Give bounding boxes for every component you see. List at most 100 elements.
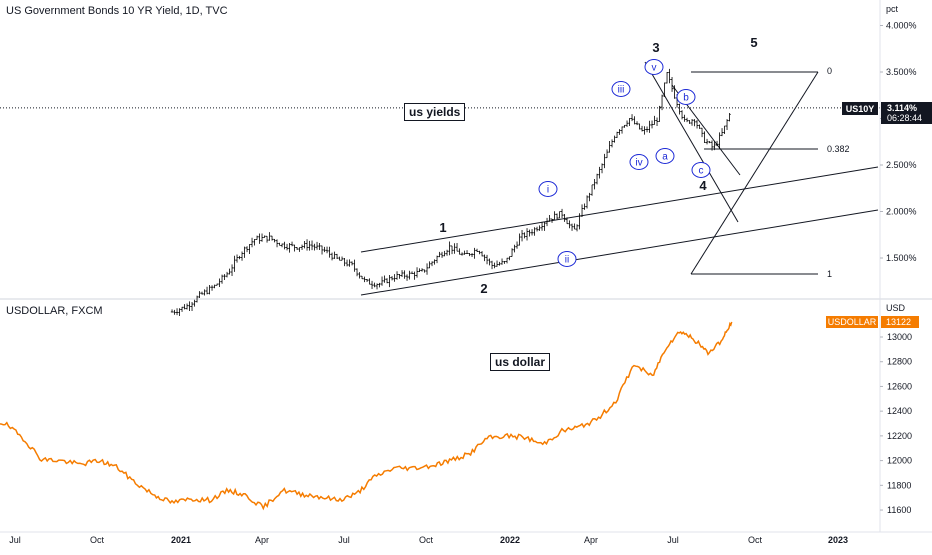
candle bbox=[475, 248, 479, 252]
time-tick-label: Oct bbox=[90, 535, 105, 545]
candle bbox=[218, 278, 221, 288]
candle bbox=[428, 261, 431, 269]
candle bbox=[708, 141, 711, 144]
annotation-us-dollar: us dollar bbox=[490, 353, 551, 371]
candle bbox=[378, 282, 381, 288]
channel-line[interactable] bbox=[644, 61, 739, 223]
candle bbox=[505, 257, 509, 264]
candle bbox=[415, 267, 419, 278]
candle bbox=[660, 94, 664, 111]
candle bbox=[688, 120, 691, 124]
candle bbox=[390, 276, 394, 281]
candle bbox=[410, 271, 414, 274]
candle bbox=[315, 241, 319, 250]
wave-label-minor-b: b bbox=[676, 89, 696, 105]
wave-label-major-4: 4 bbox=[699, 178, 707, 193]
channel-line[interactable] bbox=[360, 209, 879, 296]
candle bbox=[663, 82, 666, 97]
top-unit-label: pct bbox=[886, 4, 899, 14]
fib-level-label: 0 bbox=[827, 66, 832, 76]
candle bbox=[478, 250, 481, 255]
candle bbox=[695, 119, 699, 129]
elliott-channels bbox=[360, 61, 879, 296]
candle bbox=[498, 261, 501, 266]
fib-projection-diagonal[interactable] bbox=[690, 71, 819, 275]
candle bbox=[178, 308, 181, 317]
time-tick-label: 2023 bbox=[828, 535, 848, 545]
candle bbox=[540, 221, 544, 231]
candle bbox=[435, 255, 439, 264]
candle bbox=[328, 246, 331, 258]
bottom-pane-title: USDOLLAR, FXCM bbox=[6, 305, 103, 317]
svg-text:iv: iv bbox=[635, 158, 642, 169]
bottom-price-tick-label: 11800 bbox=[887, 480, 911, 490]
candle bbox=[468, 253, 471, 257]
candle bbox=[173, 309, 176, 315]
wave-label-minor-c: c bbox=[691, 162, 711, 178]
candle bbox=[255, 235, 259, 240]
svg-text:c: c bbox=[699, 166, 704, 177]
candle bbox=[193, 299, 196, 307]
candle bbox=[275, 239, 279, 248]
candle bbox=[278, 242, 281, 246]
candle bbox=[718, 132, 721, 149]
usd-value-tag bbox=[881, 316, 919, 328]
candle bbox=[288, 243, 291, 253]
candle bbox=[465, 250, 469, 254]
candle bbox=[650, 120, 654, 129]
bottom-price-tick-label: 12800 bbox=[887, 357, 912, 367]
candle bbox=[673, 85, 676, 99]
candle bbox=[418, 268, 421, 272]
channel-line[interactable] bbox=[360, 166, 879, 253]
bottom-price-tick-label: 11600 bbox=[887, 505, 911, 515]
candle bbox=[458, 248, 461, 255]
candle bbox=[320, 245, 324, 255]
candle bbox=[258, 233, 261, 244]
candle bbox=[215, 283, 219, 286]
bottom-price-tick-label: 12600 bbox=[887, 381, 912, 391]
candle bbox=[228, 268, 231, 275]
candle bbox=[333, 251, 336, 259]
candle bbox=[580, 204, 584, 218]
candle bbox=[678, 103, 681, 115]
candle bbox=[723, 125, 726, 134]
us10y-value-text: 3.114% bbox=[887, 103, 917, 113]
time-tick-label: Oct bbox=[419, 535, 434, 545]
candle bbox=[470, 253, 474, 257]
candle bbox=[293, 244, 296, 252]
candle bbox=[483, 254, 486, 262]
bottom-unit-label: USD bbox=[886, 303, 906, 313]
candle bbox=[313, 243, 316, 251]
candle bbox=[340, 256, 344, 261]
candle bbox=[325, 246, 329, 254]
candle bbox=[625, 120, 629, 127]
candle bbox=[345, 259, 349, 267]
candle bbox=[433, 259, 436, 265]
candle bbox=[308, 240, 311, 251]
candle bbox=[538, 225, 541, 231]
candle bbox=[373, 282, 376, 288]
candle bbox=[383, 275, 386, 283]
candle bbox=[298, 247, 301, 252]
candle bbox=[385, 278, 389, 284]
candle bbox=[205, 286, 209, 295]
candle bbox=[225, 271, 229, 278]
candle bbox=[318, 242, 321, 250]
candle bbox=[588, 192, 591, 202]
time-tick-label: Jul bbox=[338, 535, 350, 545]
candle bbox=[380, 276, 384, 286]
candle bbox=[528, 229, 531, 237]
candle bbox=[480, 251, 484, 257]
us10y-symbol-text: US10Y bbox=[846, 104, 875, 114]
candle bbox=[555, 213, 559, 220]
candle bbox=[503, 261, 506, 264]
candle bbox=[188, 301, 191, 312]
candle bbox=[720, 128, 724, 137]
candle bbox=[348, 259, 351, 267]
candle bbox=[448, 241, 451, 256]
candle bbox=[238, 255, 241, 260]
candle bbox=[283, 241, 286, 250]
wave-label-minor-i: i bbox=[538, 181, 558, 197]
candle bbox=[170, 309, 174, 313]
candle bbox=[330, 252, 334, 261]
